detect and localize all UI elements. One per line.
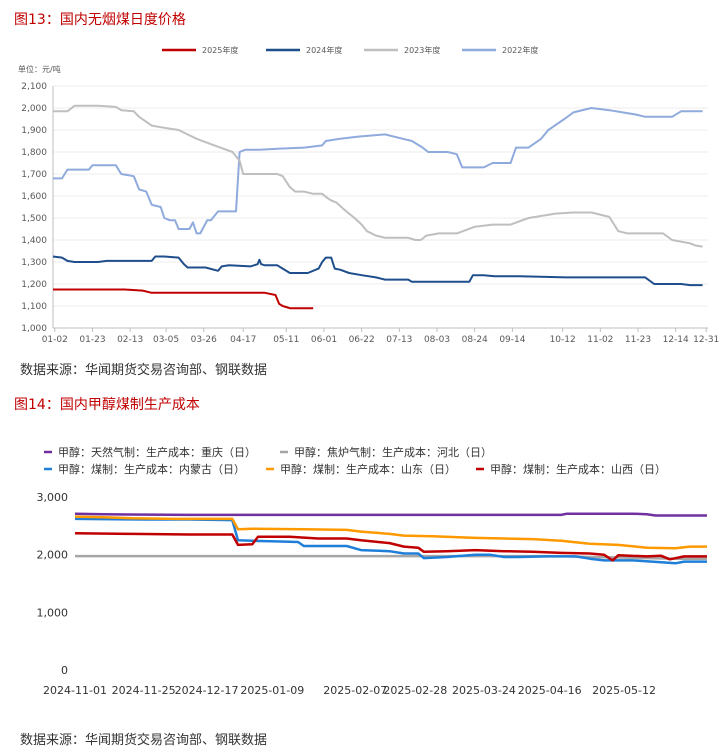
y-tick-label: 1,000 — [21, 324, 47, 334]
x-tick-label: 03-05 — [153, 335, 179, 345]
y-tick-label: 1,400 — [21, 236, 47, 246]
series-line-2024年度 — [52, 255, 703, 287]
legend-label-2: 甲醇：煤制：生产成本：内蒙古（日） — [58, 462, 245, 476]
y-tick-label: 1,800 — [21, 148, 47, 158]
x-tick-label: 03-26 — [191, 335, 217, 345]
legend-label-2: 2023年度 — [404, 45, 440, 55]
series-line-甲醇：天然气制：生产成本：重庆（日） — [74, 512, 707, 517]
y-tick-label: 3,000 — [37, 491, 69, 504]
x-tick-label: 2025-02-07 — [323, 684, 387, 697]
x-tick-label: 2024-11-01 — [43, 684, 107, 697]
legend-label-3: 2022年度 — [502, 45, 538, 55]
x-tick-label: 06-22 — [349, 335, 375, 345]
y-tick-label: 2,000 — [37, 549, 69, 562]
legend-label-1: 甲醇：焦炉气制：生产成本：河北（日） — [294, 445, 492, 459]
y-tick-label: 1,100 — [21, 302, 47, 312]
x-tick-label: 08-24 — [462, 335, 488, 345]
x-tick-label: 12-14 — [663, 335, 689, 345]
x-tick-label: 2024-12-17 — [175, 684, 239, 697]
x-tick-label: 01-02 — [42, 335, 68, 345]
x-tick-label: 2025-04-16 — [518, 684, 582, 697]
y-tick-label: 1,900 — [21, 126, 47, 136]
series-line-2023年度 — [53, 104, 703, 248]
y-tick-label: 1,300 — [21, 258, 47, 268]
x-tick-label: 08-03 — [424, 335, 450, 345]
x-tick-label: 2025-01-09 — [240, 684, 304, 697]
x-tick-label: 04-17 — [230, 335, 256, 345]
legend-label-1: 2024年度 — [306, 45, 342, 55]
series-line-甲醇：煤制：生产成本：山西（日） — [74, 532, 707, 562]
y-tick-label: 1,200 — [21, 280, 47, 290]
y-tick-label: 1,500 — [21, 214, 47, 224]
figure1-source: 数据来源：华闻期货交易咨询部、钢联数据 — [20, 363, 268, 378]
anthracite-price-chart: 单位：元/吨 1,000 1,100 1,200 1,300 1,400 1,500 1,60… — [18, 45, 719, 345]
series-line-甲醇：焦炉气制：生产成本：河北（日） — [75, 554, 707, 560]
y-tick-label: 0 — [61, 664, 68, 677]
y-tick-label: 2,000 — [21, 104, 47, 114]
x-tick-label: 10-12 — [550, 335, 576, 345]
x-tick-label: 11-02 — [587, 335, 613, 345]
x-tick-label: 01-23 — [79, 335, 105, 345]
y-unit-label: 单位：元/吨 — [18, 64, 61, 74]
x-tick-label: 2025-05-12 — [592, 684, 656, 697]
y-tick-label: 1,700 — [21, 170, 47, 180]
x-tick-label: 2025-02-28 — [383, 684, 447, 697]
x-tick-label: 09-14 — [499, 335, 525, 345]
series-line-2022年度 — [53, 107, 703, 235]
figure2-source: 数据来源：华闻期货交易咨询部、钢联数据 — [20, 733, 268, 748]
x-tick-label: 02-13 — [117, 335, 143, 345]
series-line-2025年度 — [53, 288, 314, 310]
series-line-甲醇：煤制：生产成本：山东（日） — [74, 515, 707, 550]
x-tick-label: 2024-11-25 — [112, 684, 176, 697]
x-tick-label: 2025-03-24 — [452, 684, 516, 697]
legend-label-3: 甲醇：煤制：生产成本：山东（日） — [280, 462, 456, 476]
x-tick-label: 12-31 — [693, 335, 719, 345]
x-tick-label: 05-11 — [273, 335, 299, 345]
y-tick-label: 2,100 — [21, 82, 47, 92]
y-tick-label: 1,000 — [37, 606, 69, 619]
x-tick-label: 11-23 — [625, 335, 651, 345]
legend-label-0: 2025年度 — [202, 45, 238, 55]
legend-label-0: 甲醇：天然气制：生产成本：重庆（日） — [58, 445, 256, 459]
figure2-title: 图14：国内甲醇煤制生产成本 — [14, 397, 200, 413]
y-tick-label: 1,600 — [21, 192, 47, 202]
figure1-title: 图13：国内无烟煤日度价格 — [14, 12, 186, 28]
x-tick-label: 06-01 — [311, 335, 337, 345]
legend-label-4: 甲醇：煤制：生产成本：山西（日） — [490, 462, 666, 476]
x-tick-label: 07-13 — [386, 335, 412, 345]
